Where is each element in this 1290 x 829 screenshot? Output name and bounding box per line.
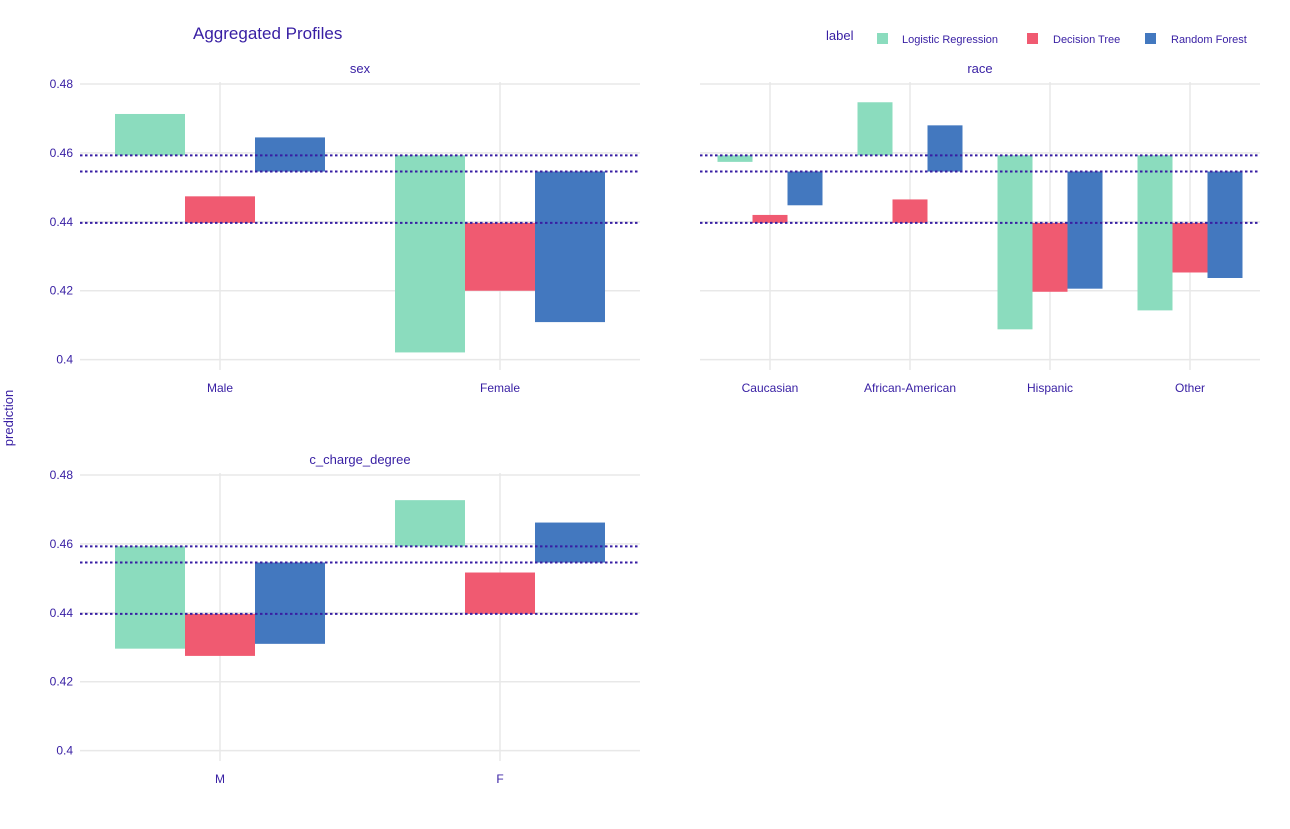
x-tick-label-african-american: African-American bbox=[864, 381, 956, 395]
y-tick-label: 0.44 bbox=[50, 215, 74, 229]
y-tick-label: 0.4 bbox=[56, 744, 73, 758]
y-tick-label: 0.48 bbox=[50, 77, 74, 91]
y-tick-label: 0.44 bbox=[50, 606, 74, 620]
bar-decision-tree-male bbox=[185, 196, 255, 223]
y-tick-label: 0.46 bbox=[50, 146, 74, 160]
bar-decision-tree-other bbox=[1173, 223, 1208, 273]
bar-logistic-regression-other bbox=[1138, 155, 1173, 310]
facet-panels: 0.4 0.42 0.44 0.46 0.48 Male Female sex Caucasia… bbox=[50, 61, 1260, 786]
bar-logistic-regression-male bbox=[115, 114, 185, 155]
bar-random-forest-f bbox=[535, 523, 605, 563]
y-tick-label: 0.48 bbox=[50, 468, 74, 482]
legend-swatch-decision-tree bbox=[1027, 33, 1038, 44]
bar-random-forest-african-american bbox=[928, 125, 963, 171]
legend-swatch-random-forest bbox=[1145, 33, 1156, 44]
legend-swatch-logistic-regression bbox=[877, 33, 888, 44]
bar-decision-tree-caucasian bbox=[753, 215, 788, 223]
panel-c-charge-degree: 0.4 0.42 0.44 0.46 0.48 M Fc_charge_degree bbox=[50, 452, 640, 786]
legend-item-decision-tree[interactable]: Decision Tree bbox=[1027, 33, 1120, 46]
bar-logistic-regression-african-american bbox=[858, 102, 893, 155]
legend: label Logistic Regression Decision Tree … bbox=[826, 28, 1247, 46]
panel-race: Caucasian African-American Hispanic Other ra… bbox=[700, 61, 1260, 395]
bar-decision-tree-m bbox=[185, 614, 255, 656]
facet-title-sex: sex bbox=[350, 61, 371, 76]
y-tick-label: 0.46 bbox=[50, 537, 74, 551]
x-tick-label-hispanic: Hispanic bbox=[1027, 381, 1073, 395]
bar-random-forest-female bbox=[535, 172, 605, 323]
bar-random-forest-m bbox=[255, 563, 325, 644]
bar-random-forest-hispanic bbox=[1068, 172, 1103, 289]
legend-label-decision-tree: Decision Tree bbox=[1053, 34, 1120, 46]
x-tick-label-m: M bbox=[215, 772, 225, 786]
legend-label-logistic-regression: Logistic Regression bbox=[902, 34, 998, 46]
legend-title: label bbox=[826, 28, 854, 43]
x-tick-label-f: F bbox=[496, 772, 503, 786]
bar-logistic-regression-female bbox=[395, 155, 465, 352]
bar-decision-tree-f bbox=[465, 573, 535, 614]
facet-title-c-charge-degree: c_charge_degree bbox=[309, 452, 410, 467]
facet-title-race: race bbox=[967, 61, 992, 76]
x-tick-label-other: Other bbox=[1175, 381, 1205, 395]
bar-decision-tree-female bbox=[465, 223, 535, 291]
bar-random-forest-caucasian bbox=[788, 172, 823, 206]
x-tick-label-caucasian: Caucasian bbox=[742, 381, 799, 395]
legend-item-logistic-regression[interactable]: Logistic Regression bbox=[877, 33, 998, 46]
bar-random-forest-other bbox=[1208, 172, 1243, 278]
legend-item-random-forest[interactable]: Random Forest bbox=[1145, 33, 1247, 46]
bar-decision-tree-african-american bbox=[893, 199, 928, 222]
y-tick-label: 0.4 bbox=[56, 353, 73, 367]
y-axis-label: prediction bbox=[1, 390, 16, 446]
bar-logistic-regression-hispanic bbox=[998, 155, 1033, 329]
panel-sex: 0.4 0.42 0.44 0.46 0.48 Male Female sex bbox=[50, 61, 640, 395]
y-tick-label: 0.42 bbox=[50, 284, 74, 298]
legend-label-random-forest: Random Forest bbox=[1171, 34, 1247, 46]
x-tick-label-female: Female bbox=[480, 381, 520, 395]
bar-logistic-regression-f bbox=[395, 500, 465, 546]
chart-title: Aggregated Profiles bbox=[193, 24, 342, 43]
bar-decision-tree-hispanic bbox=[1033, 223, 1068, 292]
y-tick-label: 0.42 bbox=[50, 675, 74, 689]
x-tick-label-male: Male bbox=[207, 381, 233, 395]
